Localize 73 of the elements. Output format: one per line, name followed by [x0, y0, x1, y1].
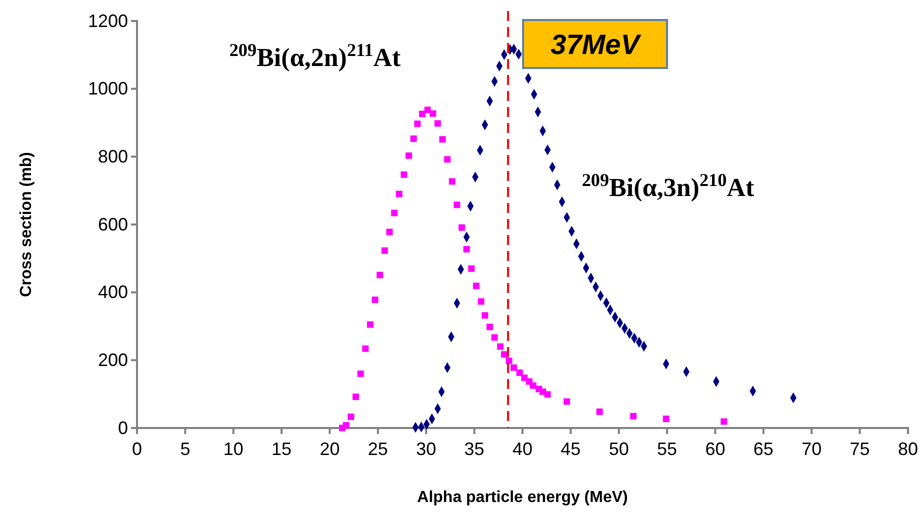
point [372, 296, 378, 304]
point [521, 374, 528, 382]
y-tick-label: 200 [98, 350, 128, 370]
point [497, 343, 504, 350]
x-tick-label: 35 [464, 439, 484, 459]
point [720, 418, 728, 425]
point [381, 247, 388, 254]
point [458, 224, 466, 231]
point [357, 370, 364, 377]
point [391, 210, 398, 216]
point [473, 282, 480, 290]
point [434, 120, 441, 127]
point [439, 136, 446, 143]
y-tick-label: 600 [98, 214, 128, 234]
point [630, 412, 637, 420]
point [510, 364, 518, 371]
point [478, 298, 484, 305]
point [596, 408, 603, 415]
x-tick-label: 65 [753, 439, 774, 459]
point [444, 156, 451, 163]
x-tick-label: 80 [898, 439, 918, 459]
point [530, 382, 536, 389]
point [406, 152, 412, 159]
point [424, 106, 431, 114]
x-tick-label: 45 [560, 439, 581, 459]
x-tick-label: 55 [657, 439, 678, 459]
y-tick-label: 400 [98, 282, 128, 302]
x-axis-title: Alpha particle energy (MeV) [417, 489, 628, 506]
y-tick-label: 1000 [88, 78, 128, 99]
point [500, 351, 508, 358]
y-tick-label: 800 [98, 146, 128, 166]
x-tick-label: 40 [512, 439, 533, 459]
point [454, 202, 460, 208]
y-tick-label: 0 [118, 418, 128, 438]
point [366, 321, 374, 328]
point [414, 120, 421, 128]
x-tick-label: 25 [368, 439, 388, 459]
point [419, 110, 426, 118]
point [362, 345, 369, 352]
point [400, 171, 408, 178]
x-tick-label: 0 [132, 439, 142, 459]
point [410, 135, 417, 142]
point [516, 369, 523, 376]
point [386, 228, 393, 236]
point [376, 272, 384, 278]
point [396, 190, 402, 198]
series-label: $^{209}$Bi(α,3n)$^{210}$At [582, 170, 755, 202]
y-tick-label: 1200 [88, 10, 128, 31]
point [486, 324, 493, 330]
point [544, 391, 551, 398]
ref-line-label: 37MeV [550, 29, 642, 60]
series-label: $^{209}$Bi(α,2n)$^{211}$At [229, 40, 402, 72]
point [662, 416, 670, 422]
point [482, 312, 488, 319]
x-tick-label: 50 [608, 439, 629, 459]
point [352, 394, 360, 400]
x-tick-label: 10 [223, 439, 244, 459]
x-tick-label: 20 [320, 439, 340, 459]
point [491, 334, 498, 341]
x-tick-label: 70 [802, 439, 822, 459]
point [342, 422, 350, 429]
point [430, 110, 436, 117]
x-tick-label: 30 [416, 439, 436, 459]
point [348, 414, 354, 420]
point [468, 265, 475, 272]
x-tick-label: 75 [850, 439, 870, 459]
x-tick-label: 5 [180, 439, 190, 459]
point [448, 178, 456, 185]
point [463, 246, 470, 252]
x-tick-label: 60 [705, 439, 726, 459]
point [564, 398, 570, 405]
x-tick-label: 15 [272, 439, 292, 459]
y-axis-title: Cross section (mb) [18, 152, 35, 297]
